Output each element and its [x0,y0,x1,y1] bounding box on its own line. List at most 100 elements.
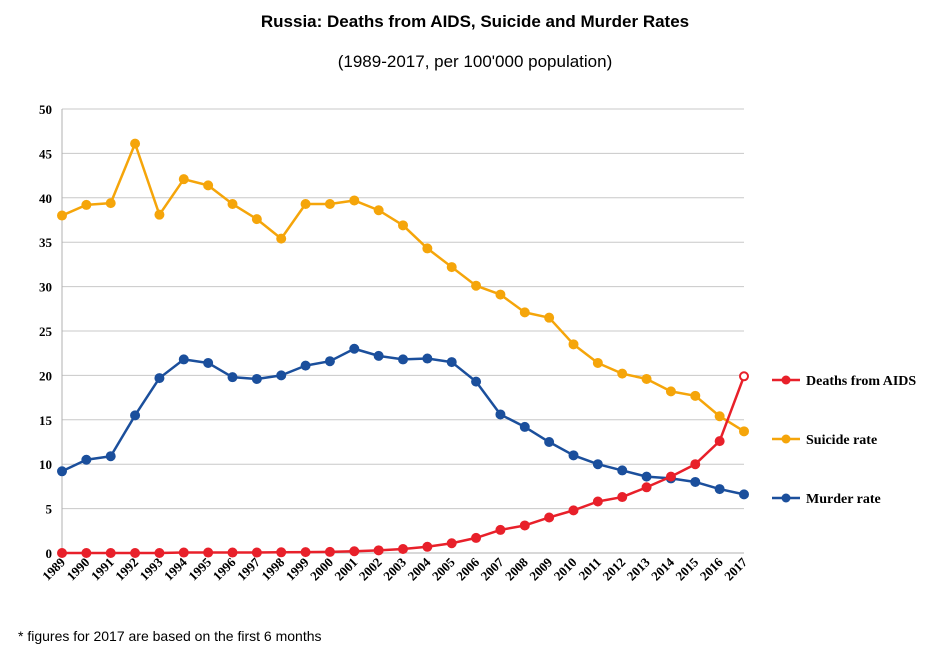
data-point [373,545,384,556]
x-tick-label: 2002 [356,555,385,584]
data-point [324,199,335,210]
chart-subtitle: (1989-2017, per 100'000 population) [337,52,613,71]
data-point [276,370,287,381]
data-point [227,547,238,558]
x-tick-label: 1998 [258,554,287,583]
x-tick-label: 2004 [404,554,433,583]
data-point [568,339,579,350]
data-point [276,233,287,244]
grid-lines [61,108,744,554]
data-point [276,547,287,558]
data-point [690,476,701,487]
data-point [203,180,214,191]
x-tick-label: 2015 [672,554,701,583]
x-tick-label: 2009 [526,554,555,583]
data-point [105,548,116,558]
data-point [178,354,189,365]
legend-item: Deaths from AIDS [772,374,916,389]
series-2 [57,343,749,500]
data-point [739,371,749,382]
data-point [446,357,457,368]
footnote: * figures for 2017 are based on the firs… [18,628,322,644]
x-tick-label: 1999 [283,554,312,583]
data-point [398,354,408,365]
data-point [519,307,530,318]
data-point [714,436,725,447]
y-tick-label: 30 [39,280,52,295]
x-tick-label: 1989 [39,554,68,583]
data-point [641,471,652,482]
x-tick-label: 1992 [112,555,141,584]
data-point [617,492,628,503]
y-tick-label: 45 [39,146,53,161]
x-tick-label: 2017 [721,554,750,583]
data-point [495,289,506,300]
data-point [495,524,506,535]
data-point [544,512,555,523]
data-point [130,138,141,149]
data-point [349,546,360,557]
data-point [544,437,555,447]
data-point [690,459,701,470]
x-tick-label: 2000 [307,555,336,584]
data-point [251,373,262,384]
x-tick-label: 2013 [624,554,653,583]
data-point [641,373,652,384]
x-tick-label: 2001 [331,555,360,584]
y-tick-label: 5 [46,502,53,517]
data-point [57,210,67,221]
data-point [422,353,433,364]
data-point [544,312,555,323]
chart-title: Russia: Deaths from AIDS, Suicide and Mu… [260,12,690,31]
data-point [373,350,384,361]
data-point [130,410,141,421]
data-point [617,368,628,379]
data-point [422,541,433,552]
y-tick-label: 10 [39,457,52,472]
data-point [568,450,579,461]
x-tick-label: 1996 [210,554,239,583]
data-point [519,421,530,432]
data-point [57,466,67,477]
series-1 [57,138,749,437]
data-point [178,174,189,185]
x-tick-label: 2016 [697,554,726,583]
data-point [227,372,238,383]
data-point [227,199,238,210]
data-point [105,198,116,209]
x-tick-label: 2007 [478,554,507,583]
data-point [373,205,384,216]
data-point [154,373,165,384]
data-point [617,465,628,476]
data-point [592,357,603,368]
data-point [714,484,725,495]
data-point [568,505,579,516]
data-point [398,220,408,231]
x-tick-label: 1993 [137,554,166,583]
data-point [398,544,408,555]
y-axis-ticks: 0 5 10 15 20 25 30 35 40 45 50 [39,102,53,561]
data-point [665,471,676,482]
data-point [519,520,530,531]
data-point [300,199,311,210]
x-tick-label: 2008 [502,554,531,583]
legend: Deaths from AIDS Suicide rate Murder rate [772,374,916,507]
data-point [690,390,701,401]
data-point [300,360,311,371]
legend-swatch-marker [781,434,791,444]
y-tick-label: 20 [39,368,52,383]
data-point [495,409,506,420]
data-point [81,454,92,465]
x-tick-label: 1994 [161,554,190,583]
legend-swatch-marker [781,375,791,385]
data-point [349,343,360,354]
legend-swatch-marker [781,493,791,503]
data-point [324,546,335,557]
data-point [446,262,457,273]
series-0 [57,371,749,558]
data-point [446,538,457,549]
y-tick-label: 35 [39,235,53,250]
data-point [203,547,214,558]
data-point [739,489,749,500]
